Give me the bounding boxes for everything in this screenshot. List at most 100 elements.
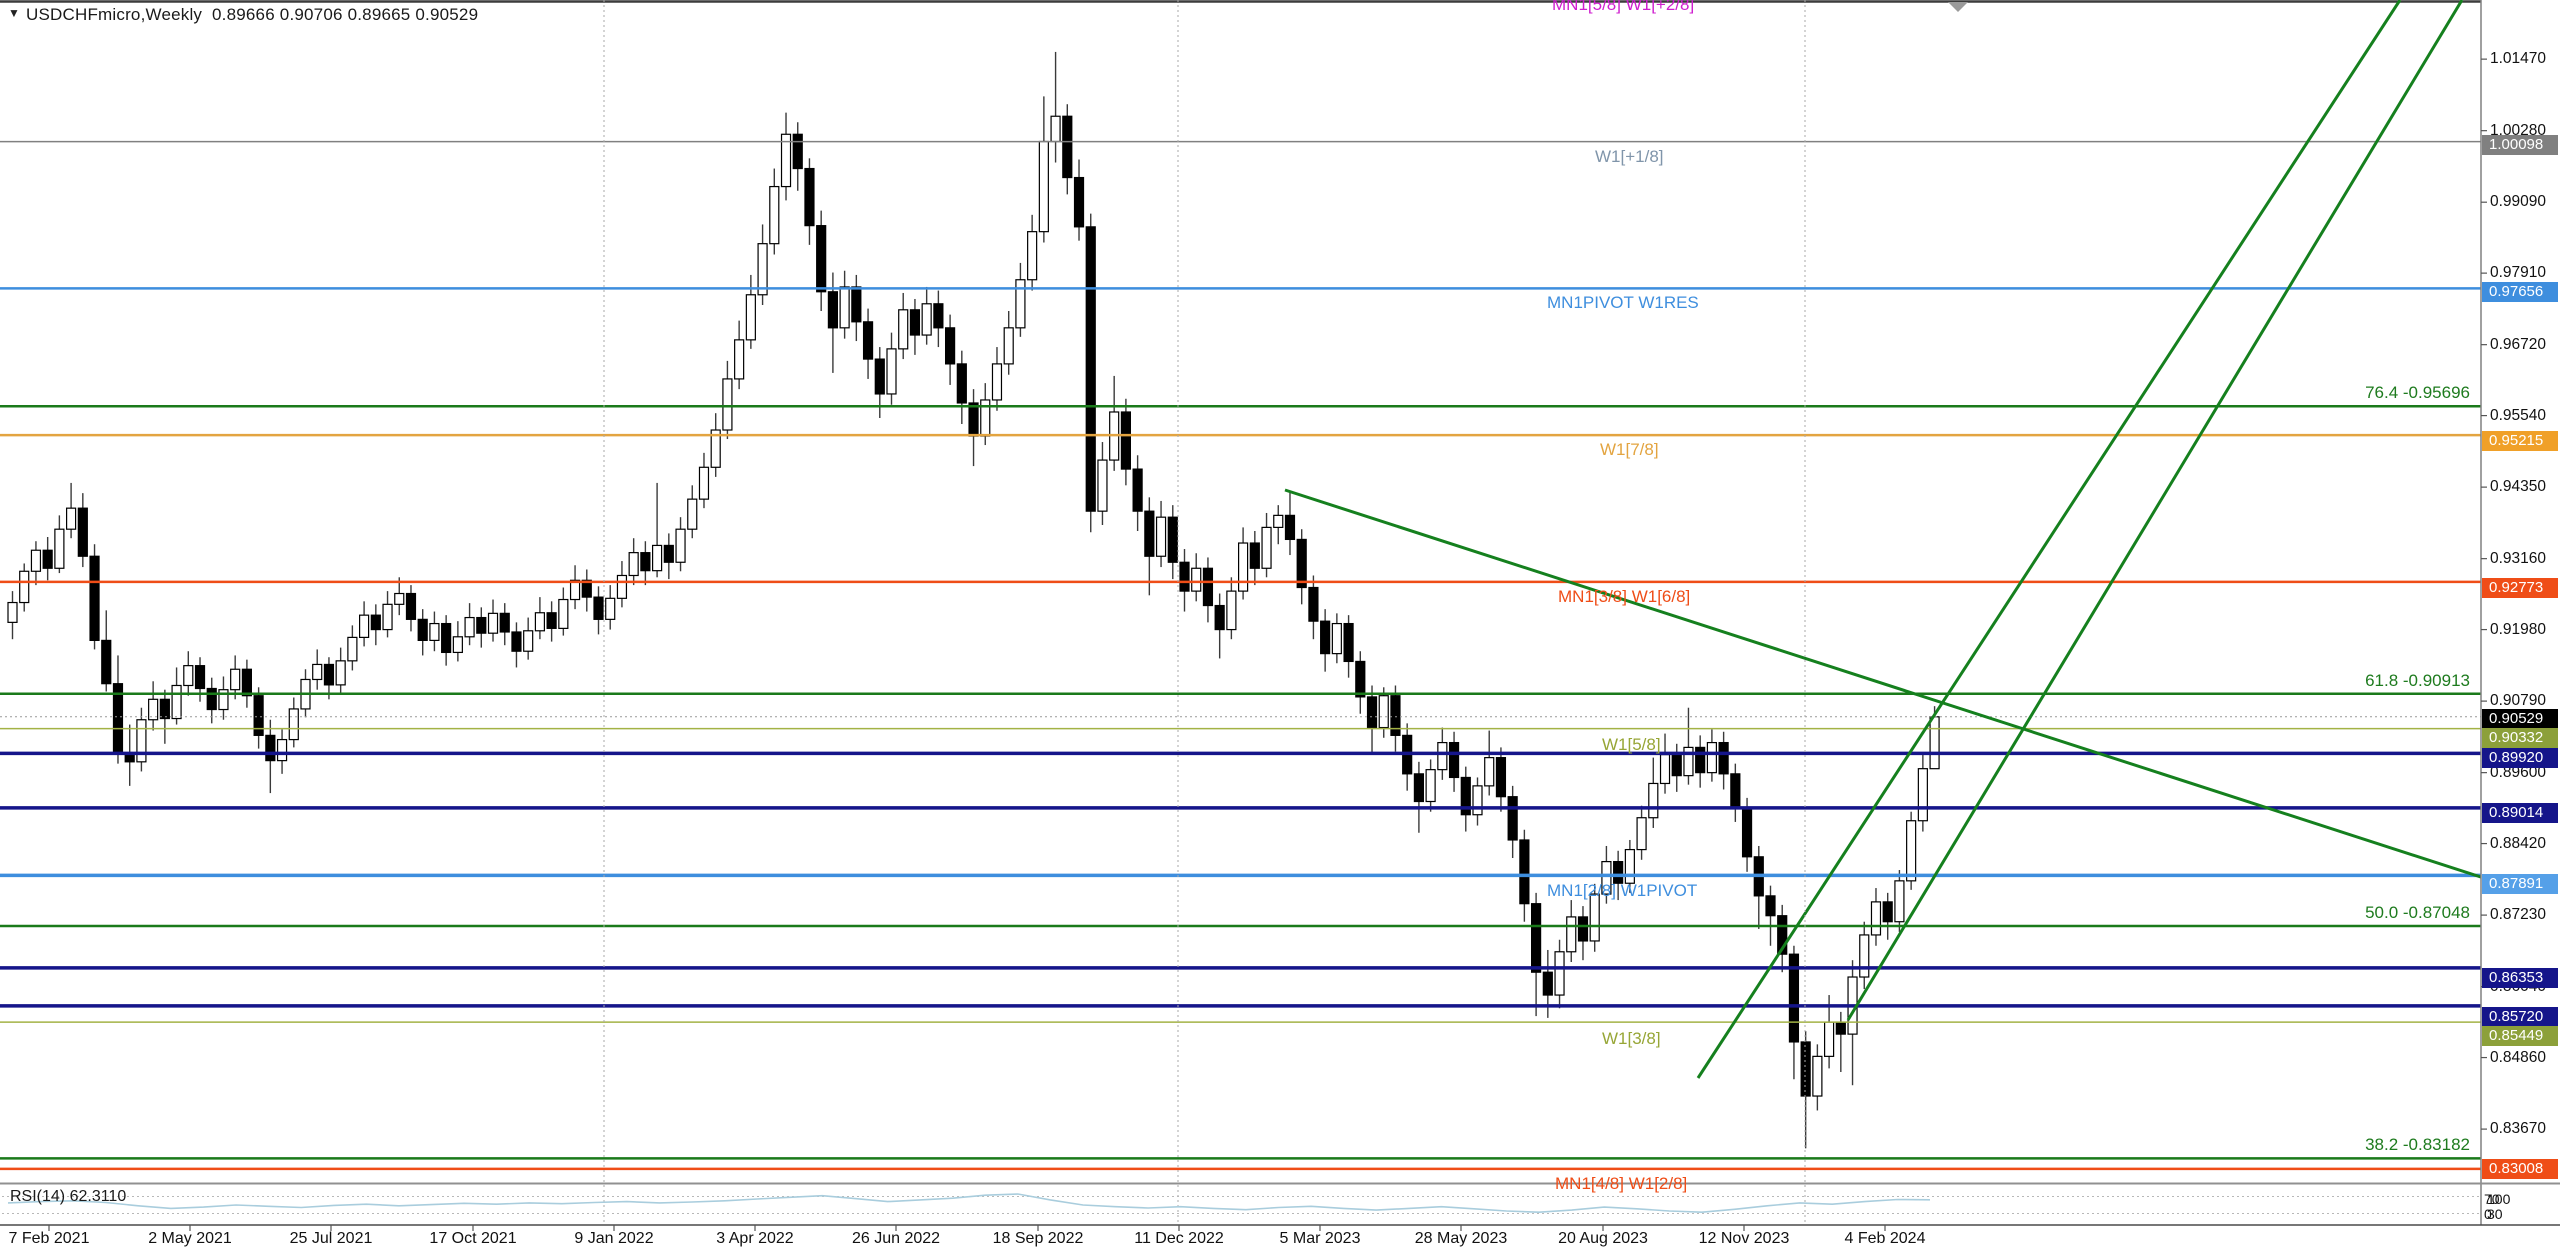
candle-body bbox=[476, 616, 487, 634]
murrey-pivot-label[interactable]: W1[+1/8] bbox=[1595, 147, 1664, 166]
murrey-pivot-label[interactable]: MN1PIVOT W1RES bbox=[1547, 293, 1699, 312]
candle-body bbox=[218, 689, 229, 711]
candle-body bbox=[1601, 861, 1612, 895]
candle-body bbox=[1366, 696, 1378, 729]
candle-body bbox=[1542, 971, 1553, 996]
candle-body bbox=[1741, 808, 1753, 858]
time-axis-label[interactable]: 17 Oct 2021 bbox=[429, 1230, 517, 1247]
chart-title: USDCHFmicro,Weekly 0.89666 0.90706 0.896… bbox=[26, 5, 478, 25]
candle-body bbox=[1073, 176, 1085, 228]
time-axis-label[interactable]: 20 Aug 2023 bbox=[1558, 1230, 1648, 1247]
candle-body bbox=[7, 601, 18, 623]
ohlc-high: 0.90706 bbox=[279, 5, 343, 24]
candle-body bbox=[1765, 895, 1776, 917]
candle-body bbox=[1038, 140, 1049, 233]
candle-body bbox=[1929, 716, 1940, 770]
price-axis-label[interactable]: 1.01470 bbox=[2490, 50, 2547, 67]
time-axis-label[interactable]: 5 Mar 2023 bbox=[1279, 1230, 1361, 1247]
price-axis-label[interactable]: 0.89600 bbox=[2490, 764, 2547, 781]
rsi-scale-label: 70 bbox=[2484, 1191, 2500, 1207]
price-axis-label[interactable]: 0.93160 bbox=[2490, 550, 2547, 567]
candle-body bbox=[1683, 746, 1694, 777]
price-badge: 0.97656 bbox=[2482, 282, 2558, 302]
trendline bbox=[1696, 0, 2402, 1079]
candle-body bbox=[1636, 817, 1647, 851]
candle-body bbox=[862, 321, 874, 360]
candle-body bbox=[312, 663, 323, 681]
fibo-level-label[interactable]: 38.2 -0.83182 bbox=[2365, 1135, 2470, 1154]
price-axis-label[interactable]: 0.83670 bbox=[2490, 1120, 2547, 1137]
candle-body bbox=[757, 243, 768, 296]
murrey-pivot-label[interactable]: MN1[4/8] W1[2/8] bbox=[1555, 1174, 1688, 1193]
candle-body bbox=[1378, 695, 1389, 729]
ohlc-open: 0.89666 bbox=[212, 5, 275, 24]
chart-shift-marker[interactable] bbox=[1948, 2, 1968, 12]
symbol-period: USDCHFmicro,Weekly bbox=[26, 5, 203, 24]
candle-body bbox=[194, 665, 206, 690]
candle-body bbox=[89, 555, 100, 642]
candle-body bbox=[19, 570, 30, 604]
price-axis-label[interactable]: 0.94350 bbox=[2490, 478, 2547, 495]
price-axis-label[interactable]: 0.84860 bbox=[2490, 1049, 2547, 1066]
time-axis-label[interactable]: 11 Dec 2022 bbox=[1134, 1230, 1224, 1247]
candle-body bbox=[991, 363, 1003, 401]
murrey-pivot-label[interactable]: MN1[2/8] W1PIVOT bbox=[1547, 881, 1698, 900]
price-axis-label[interactable]: 0.87230 bbox=[2490, 906, 2547, 923]
candle-body bbox=[136, 719, 147, 763]
fibo-level-label[interactable]: 61.8 -0.90913 bbox=[2365, 671, 2470, 690]
candle-body bbox=[347, 636, 358, 662]
fibo-level-label[interactable]: 50.0 -0.87048 bbox=[2365, 903, 2470, 922]
time-axis-label[interactable]: 2 May 2021 bbox=[148, 1230, 232, 1247]
candle-body bbox=[370, 614, 381, 631]
murrey-pivot-label[interactable]: MN1[3/8] W1[6/8] bbox=[1558, 587, 1691, 606]
murrey-pivot-label[interactable]: W1[7/8] bbox=[1600, 440, 1659, 459]
time-axis-label[interactable]: 26 Jun 2022 bbox=[851, 1230, 941, 1247]
candle-body bbox=[1355, 660, 1366, 698]
murrey-pivot-label[interactable]: W1[3/8] bbox=[1602, 1029, 1661, 1048]
time-axis-label[interactable]: 28 May 2023 bbox=[1414, 1230, 1508, 1247]
price-axis-label[interactable]: 0.91980 bbox=[2490, 621, 2547, 638]
candle-body bbox=[54, 528, 65, 569]
candle-body bbox=[1577, 916, 1589, 942]
murrey-top-level-label[interactable]: MN1[5/8] W1[+2/8] bbox=[1552, 0, 1695, 14]
rsi-scale-label: 100 bbox=[2487, 1191, 2511, 1207]
price-axis-label[interactable]: 0.97910 bbox=[2490, 264, 2547, 281]
main-chart-area[interactable] bbox=[0, 0, 2490, 1171]
price-axis-label[interactable]: 0.95540 bbox=[2490, 407, 2547, 424]
candle-body bbox=[206, 687, 217, 711]
candle-body bbox=[1906, 820, 1917, 882]
candle-body bbox=[1027, 231, 1038, 281]
time-axis-label[interactable]: 3 Apr 2022 bbox=[716, 1230, 794, 1247]
candle-body bbox=[616, 574, 628, 599]
rsi-indicator-label: RSI(14) 62.3110 bbox=[10, 1188, 127, 1205]
candle-body bbox=[898, 309, 909, 350]
murrey-pivot-label[interactable]: W1[5/8] bbox=[1602, 735, 1661, 754]
candle-body bbox=[1085, 226, 1096, 512]
candle-body bbox=[452, 636, 463, 654]
time-axis-label[interactable]: 4 Feb 2024 bbox=[1844, 1230, 1926, 1247]
time-axis-label[interactable]: 7 Feb 2021 bbox=[8, 1230, 90, 1247]
fibo-level-label[interactable]: 76.4 -0.95696 bbox=[2365, 383, 2470, 402]
time-axis-label[interactable]: 12 Nov 2023 bbox=[1698, 1230, 1790, 1247]
rsi-scale-label: 30 bbox=[2487, 1206, 2503, 1222]
price-axis-label[interactable]: 0.99090 bbox=[2490, 193, 2547, 210]
time-axis-label[interactable]: 25 Jul 2021 bbox=[289, 1230, 373, 1247]
candlestick-series bbox=[7, 51, 1940, 1149]
price-axis-label[interactable]: 0.88420 bbox=[2490, 835, 2547, 852]
candle-body bbox=[534, 612, 546, 632]
symbol-dropdown-icon[interactable]: ▼ bbox=[8, 6, 20, 20]
price-axis-label[interactable]: 0.90790 bbox=[2490, 692, 2547, 709]
candle-body bbox=[1788, 953, 1800, 1043]
time-axis-label[interactable]: 18 Sep 2022 bbox=[992, 1230, 1084, 1247]
price-axis-label[interactable]: 1.00280 bbox=[2490, 122, 2547, 139]
candle-body bbox=[734, 339, 745, 380]
rsi-line bbox=[7, 1193, 1931, 1214]
price-axis-label[interactable]: 0.96720 bbox=[2490, 336, 2547, 353]
candle-body bbox=[1894, 880, 1905, 923]
candle-body bbox=[1191, 567, 1202, 592]
price-badge: 0.87891 bbox=[2482, 874, 2558, 894]
time-axis-label[interactable]: 9 Jan 2022 bbox=[574, 1230, 654, 1247]
candle-body bbox=[382, 603, 393, 631]
